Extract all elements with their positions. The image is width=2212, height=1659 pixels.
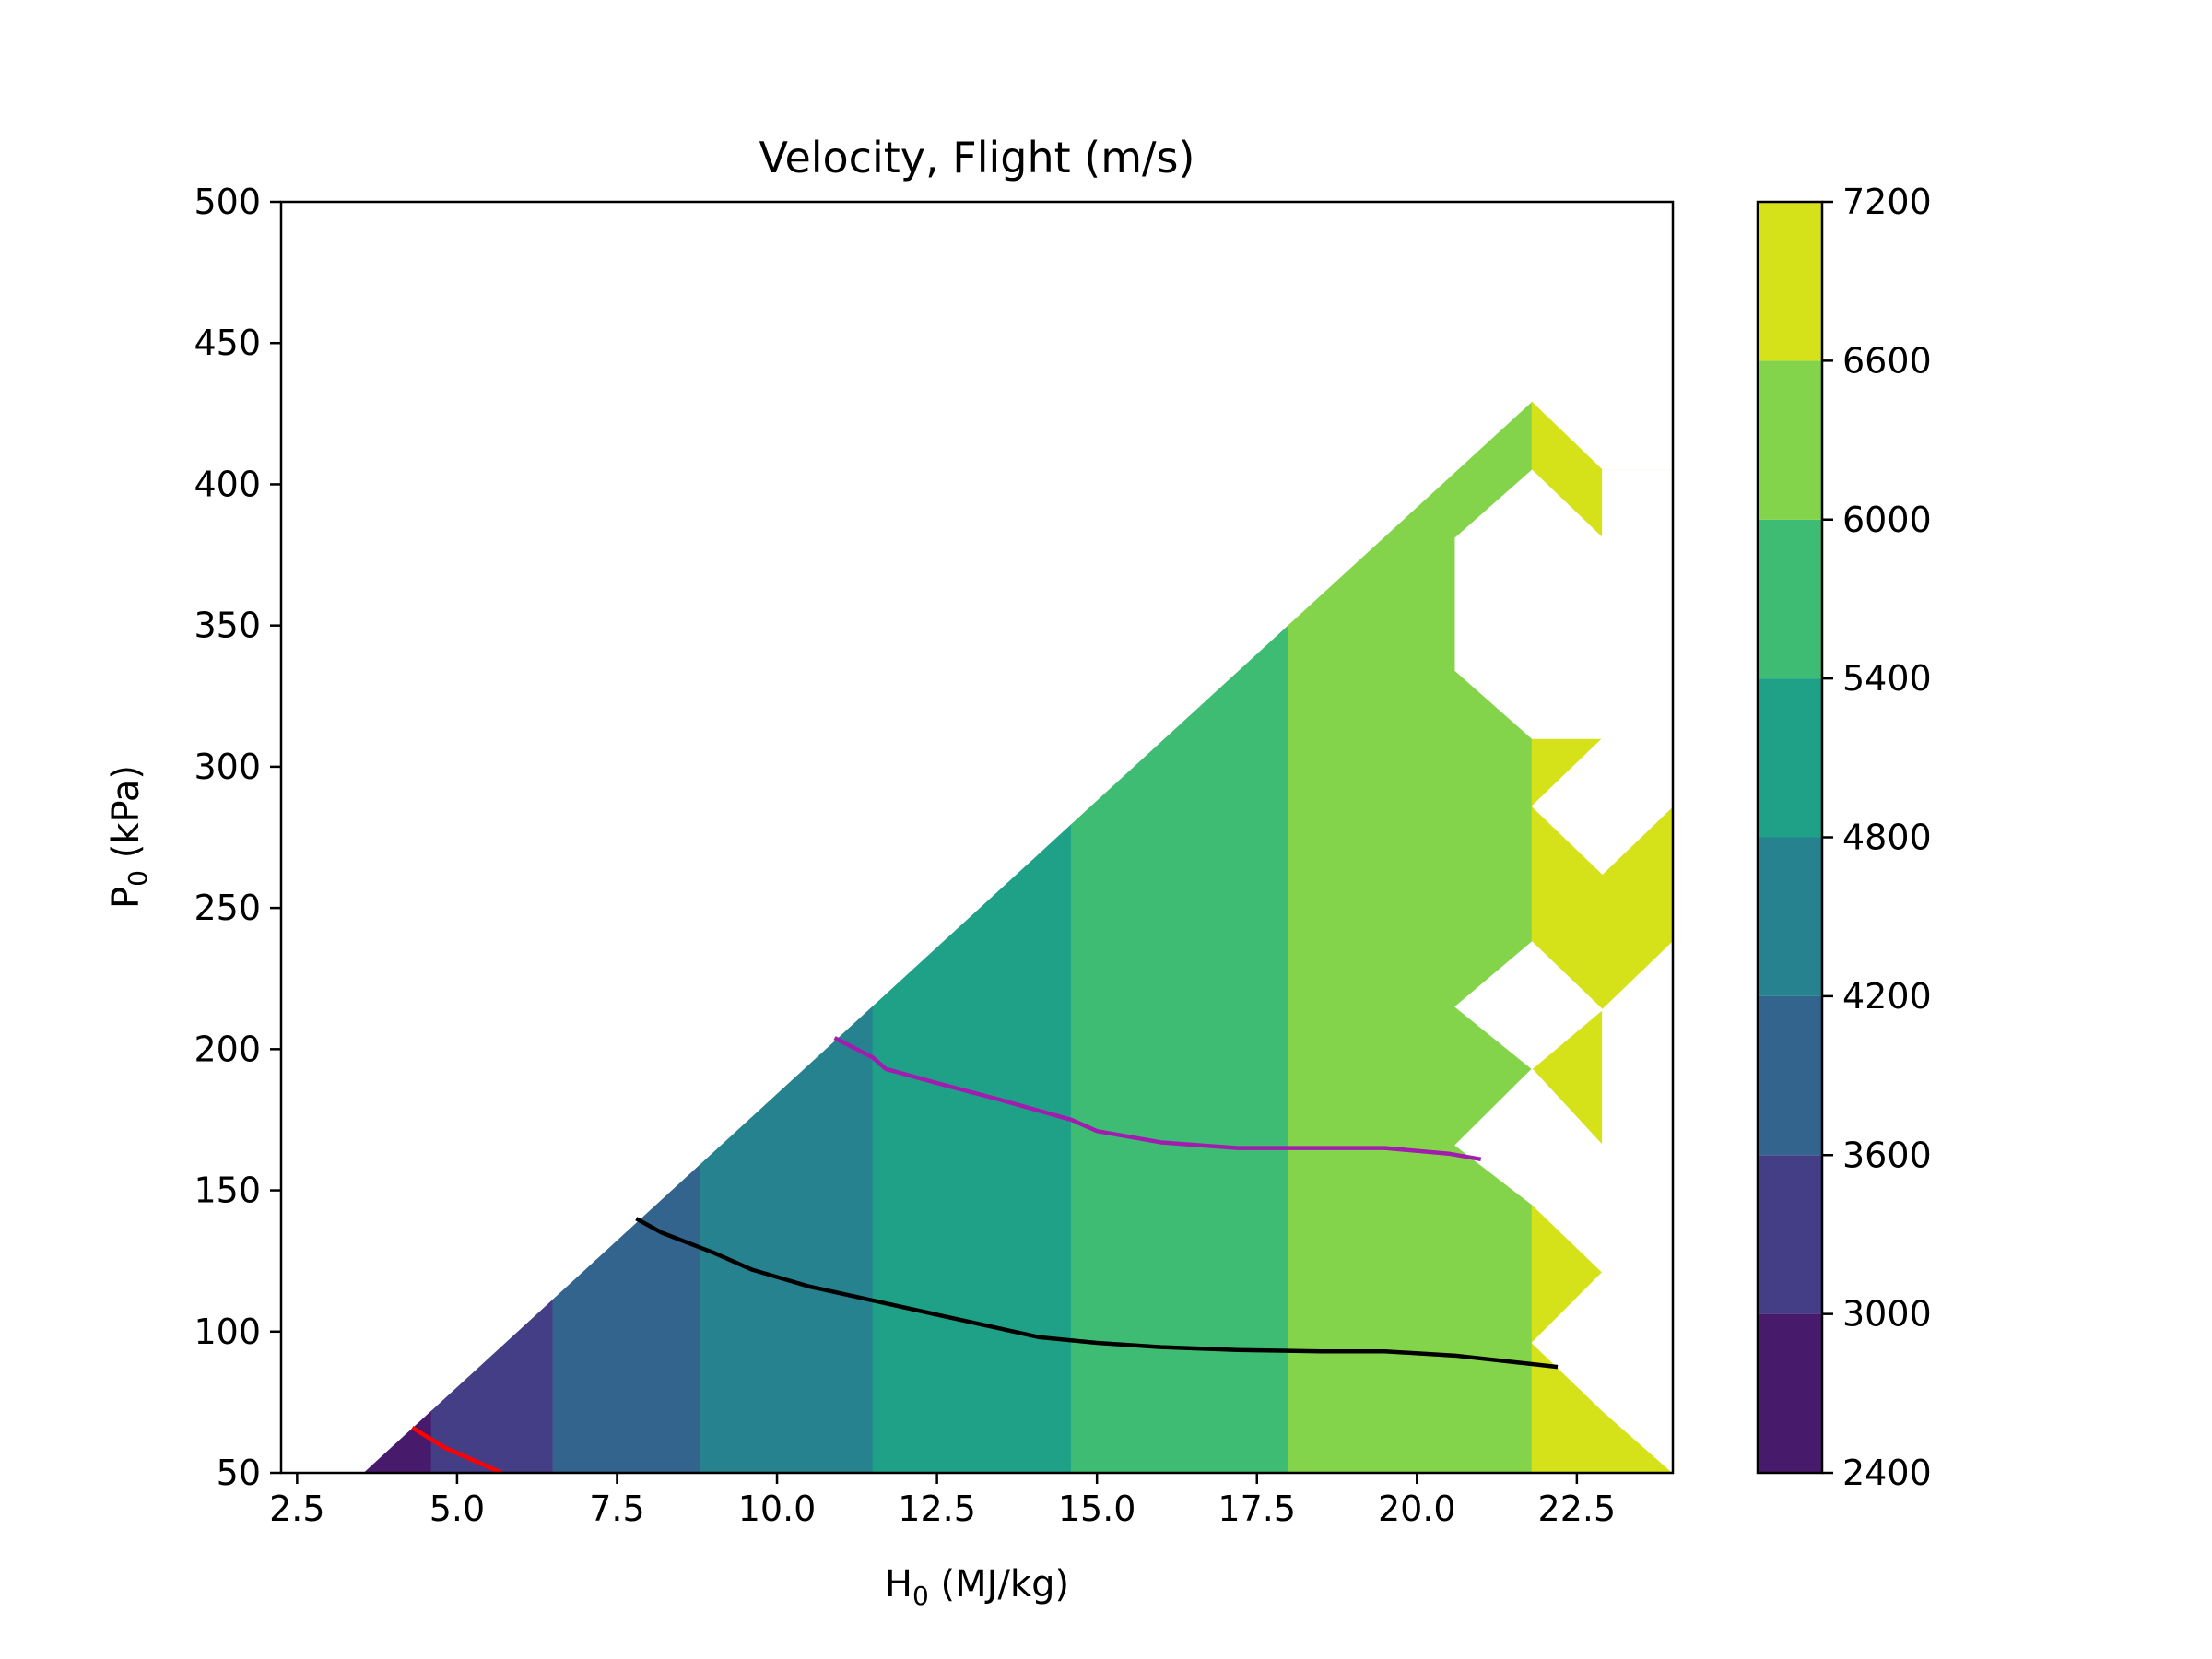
y-axis-label: P0 (kPa) xyxy=(105,765,153,909)
chart-title: Velocity, Flight (m/s) xyxy=(759,133,1195,182)
colorbar-segment-6600-7200 xyxy=(1758,202,1822,361)
colorbar-segment-2400-3000 xyxy=(1758,1313,1822,1473)
y-tick-label: 150 xyxy=(194,1171,261,1211)
x-tick-label: 7.5 xyxy=(589,1488,644,1529)
colorbar-tick-label: 2400 xyxy=(1842,1453,1932,1493)
x-axis-label-main: H xyxy=(885,1563,912,1606)
x-tick-label: 2.5 xyxy=(269,1488,324,1529)
x-tick-label: 15.0 xyxy=(1058,1488,1136,1529)
contour-bands xyxy=(363,401,1533,1473)
y-axis-label-main: P xyxy=(105,887,147,909)
x-tick-label: 5.0 xyxy=(429,1488,485,1529)
y-tick-label: 250 xyxy=(194,888,261,928)
series-line-1 xyxy=(635,1217,1559,1370)
colorbar-segment-3600-4200 xyxy=(1758,995,1822,1156)
x-axis-label-sub: 0 xyxy=(912,1581,929,1611)
plot-frame xyxy=(279,200,1675,1475)
colorbar-segment-6000-6600 xyxy=(1758,360,1822,520)
undefined-region-4 xyxy=(1531,1144,1673,1473)
x-tick-label: 12.5 xyxy=(898,1488,976,1529)
series-line-0 xyxy=(411,1426,503,1473)
contour-band-3600-4200 xyxy=(552,1163,701,1473)
contour-band-5400-6000 xyxy=(1070,624,1289,1473)
x-tick-label: 20.0 xyxy=(1378,1488,1456,1529)
colorbar-tick-label: 4200 xyxy=(1842,976,1932,1017)
colorbar-tick-label: 7200 xyxy=(1842,182,1932,222)
y-axis-label-sub: 0 xyxy=(123,870,153,887)
colorbar-segment-3000-3600 xyxy=(1758,1155,1822,1314)
colorbar-tick-label: 3000 xyxy=(1842,1294,1932,1335)
colorbar-tick-label: 3600 xyxy=(1842,1135,1932,1175)
x-axis-label-rest: (MJ/kg) xyxy=(929,1563,1069,1606)
colorbar-segment-4200-4800 xyxy=(1758,837,1822,996)
undefined-region-0 xyxy=(1454,469,1673,876)
x-axis: 2.5 5.0 7.5 10.0 12.5 15.0 17.5 20.0 22.5 xyxy=(269,1473,1616,1529)
y-axis-label-rest: (kPa) xyxy=(105,765,147,870)
colorbar: 2400 3000 3600 4200 4800 5400 6000 6600 7200 xyxy=(1756,182,1932,1493)
colorbar-tick-label: 6000 xyxy=(1842,500,1932,540)
y-tick-label: 200 xyxy=(194,1029,261,1069)
series-line-2 xyxy=(833,1036,1482,1162)
series-lines xyxy=(411,1036,1559,1473)
x-tick-label: 17.5 xyxy=(1218,1488,1296,1529)
x-tick-label: 10.0 xyxy=(738,1488,817,1529)
y-tick-label: 300 xyxy=(194,747,261,787)
undefined-region-3 xyxy=(1454,1068,1604,1274)
colorbar-segment-5400-6000 xyxy=(1758,519,1822,679)
y-tick-label: 400 xyxy=(194,464,261,504)
y-tick-label: 50 xyxy=(217,1453,261,1493)
x-axis-label: H0 (MJ/kg) xyxy=(885,1563,1069,1611)
colorbar-tick-label: 4800 xyxy=(1842,818,1932,858)
x-tick-label: 22.5 xyxy=(1538,1488,1617,1529)
contour-band-3000-3600 xyxy=(430,1299,554,1473)
y-tick-label: 450 xyxy=(194,323,261,363)
y-axis: 50 100 150 200 250 300 350 400 450 500 xyxy=(194,182,281,1493)
plot-area xyxy=(363,401,1673,1473)
colorbar-tick-label: 5400 xyxy=(1842,658,1932,699)
y-tick-label: 350 xyxy=(194,606,261,646)
y-tick-label: 100 xyxy=(194,1312,261,1352)
contour-band-4200-4800 xyxy=(700,1005,874,1473)
colorbar-segment-4800-5400 xyxy=(1758,678,1822,838)
contour-band-4800-5400 xyxy=(872,823,1072,1473)
contour-band-2400-3000 xyxy=(363,1410,432,1473)
undefined-regions xyxy=(1454,469,1673,1473)
colorbar-tick-label: 6600 xyxy=(1842,340,1932,381)
y-tick-label: 500 xyxy=(194,182,261,222)
